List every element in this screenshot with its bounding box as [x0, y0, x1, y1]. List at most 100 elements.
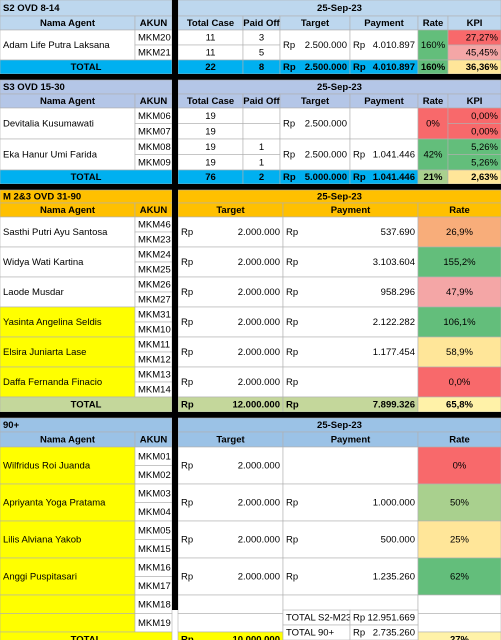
target-cell [279, 29, 351, 61]
section-title: S3 OVD 15-30 [3, 82, 65, 93]
footer-amount-cell [349, 624, 419, 640]
rate-cell [417, 594, 501, 614]
id: MKM12 [138, 355, 171, 366]
agent-name: Devitalia Kusumawati [3, 119, 94, 130]
column-header: Target [301, 96, 330, 107]
amount: 4.010.897 [373, 40, 415, 51]
rate: 0% [453, 461, 467, 472]
currency: Rp [286, 498, 298, 509]
name-cell [0, 276, 136, 308]
rate-cell [417, 520, 501, 559]
paid_off-cell [242, 123, 281, 140]
column-header: Nama Agent [40, 18, 96, 29]
name-cell [0, 246, 136, 278]
amount: 3.103.604 [373, 257, 415, 268]
amount: 2.735.260 [373, 628, 415, 639]
currency: Rp [286, 347, 298, 358]
id: MKM20 [138, 33, 171, 44]
id: MKM24 [138, 250, 171, 261]
target-cell [177, 446, 284, 485]
agent-name: Widya Wati Kartina [3, 257, 84, 268]
currency: Rp [353, 40, 365, 51]
amount: 1.041.446 [373, 172, 415, 183]
amount: 2.500.000 [305, 150, 347, 161]
section-title-cell [0, 417, 173, 433]
name-cell [0, 216, 136, 248]
target-cell [279, 138, 351, 171]
rate-cell [417, 613, 501, 633]
column-header: Payment [364, 18, 404, 29]
column-header: AKUN [140, 18, 168, 29]
currency: Rp [286, 317, 298, 328]
column-header: Nama Agent [40, 205, 96, 216]
agent-name: Laode Musdar [3, 287, 64, 298]
column-header: Paid Off [243, 96, 280, 107]
section-title: M 2&3 OVD 31-90 [3, 192, 81, 203]
agent-name: Lilis Alviana Yakob [3, 535, 81, 546]
rate: 106,1% [443, 317, 476, 328]
id: MKM25 [138, 265, 171, 276]
column-header: KPI [467, 96, 483, 107]
target-cell [177, 613, 284, 633]
id: MKM05 [138, 525, 171, 536]
footer-label: TOTAL 90+ [286, 628, 335, 639]
column-header: AKUN [140, 435, 168, 446]
currency: Rp [283, 40, 295, 51]
amount: 1.000.000 [373, 498, 415, 509]
rate: 58,9% [446, 347, 473, 358]
agent-name: Anggi Puspitasari [3, 572, 77, 583]
column-header: Payment [331, 205, 371, 216]
payment-cell [282, 483, 419, 522]
rate: 25% [450, 535, 470, 546]
id: MKM26 [138, 280, 171, 291]
total-case: 19 [205, 111, 216, 122]
column-header: AKUN [140, 96, 168, 107]
kpi: 5,26% [471, 142, 498, 153]
payment-cell [349, 29, 419, 61]
agent-name: Wilfridus Roi Juanda [3, 461, 91, 472]
amount: 2.000.000 [238, 377, 280, 388]
currency: Rp [181, 257, 193, 268]
id: MKM23 [138, 235, 171, 246]
agent-name: Apriyanta Yoga Pratama [3, 498, 106, 509]
payment-cell [282, 520, 419, 559]
currency: Rp [353, 613, 365, 624]
rate-cell [417, 276, 501, 308]
id: MKM06 [138, 111, 171, 122]
name-cell [0, 107, 136, 140]
vertical-divider [172, 0, 178, 610]
amount: 7.899.326 [373, 400, 415, 411]
amount: 2.122.282 [373, 317, 415, 328]
total-total-case: 22 [205, 62, 216, 73]
section-divider [0, 184, 501, 190]
column-header: Rate [449, 205, 470, 216]
payment-cell [349, 107, 419, 140]
rate-cell [417, 336, 501, 368]
section-divider [0, 412, 501, 418]
rate: 50% [450, 498, 470, 509]
currency: Rp [181, 317, 193, 328]
target-cell [177, 483, 284, 522]
currency: Rp [353, 150, 365, 161]
currency: Rp [286, 572, 298, 583]
column-header: Paid Off [243, 18, 280, 29]
amount: 2.000.000 [238, 317, 280, 328]
currency: Rp [181, 498, 193, 509]
name-cell [0, 557, 136, 596]
payment-cell [282, 446, 419, 485]
currency: Rp [283, 150, 295, 161]
id: MKM18 [138, 599, 171, 610]
currency: Rp [283, 62, 296, 73]
rate: 0,0% [449, 377, 471, 388]
rate: 26,9% [446, 227, 473, 238]
report-date: 25-Sep-23 [317, 82, 362, 93]
amount: 500.000 [381, 535, 415, 546]
id: MKM14 [138, 385, 171, 396]
currency: Rp [286, 377, 298, 388]
currency: Rp [181, 377, 193, 388]
amount: 2.500.000 [305, 40, 347, 51]
id: MKM11 [138, 340, 170, 351]
total-paid-off: 2 [259, 172, 264, 183]
target-cell [279, 107, 351, 140]
total-case: 11 [206, 48, 216, 59]
